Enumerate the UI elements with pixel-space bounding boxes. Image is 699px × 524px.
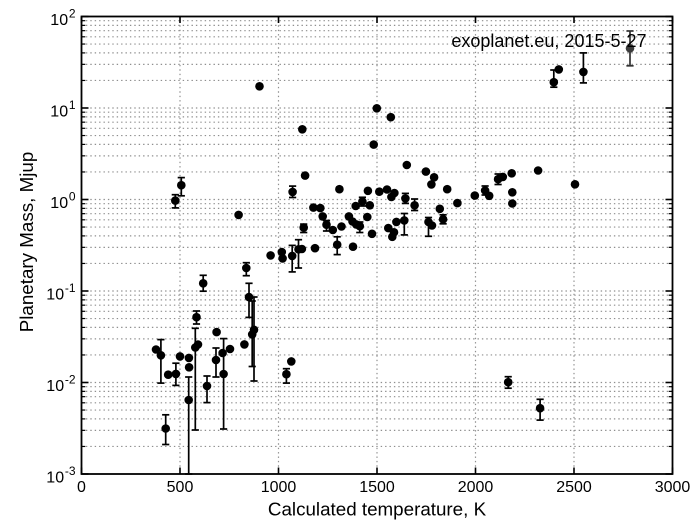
svg-text:10: 10 xyxy=(46,286,64,303)
svg-text:2000: 2000 xyxy=(458,479,494,496)
svg-text:2: 2 xyxy=(69,7,76,21)
svg-text:-1: -1 xyxy=(65,281,76,295)
svg-text:10: 10 xyxy=(50,195,68,212)
svg-text:1: 1 xyxy=(69,98,76,112)
svg-text:-3: -3 xyxy=(65,464,76,478)
svg-text:10: 10 xyxy=(50,12,68,29)
svg-text:Calculated temperature, K: Calculated temperature, K xyxy=(268,498,487,519)
svg-text:exoplanet.eu, 2015-5-27: exoplanet.eu, 2015-5-27 xyxy=(451,31,646,51)
svg-text:0: 0 xyxy=(69,190,76,204)
svg-text:0: 0 xyxy=(77,479,86,496)
svg-text:-2: -2 xyxy=(65,373,76,387)
svg-text:10: 10 xyxy=(46,469,64,486)
svg-text:10: 10 xyxy=(50,103,68,120)
svg-text:3000: 3000 xyxy=(655,479,691,496)
svg-text:1500: 1500 xyxy=(359,479,395,496)
svg-text:2500: 2500 xyxy=(556,479,592,496)
svg-text:1000: 1000 xyxy=(261,479,297,496)
svg-text:Planetary Mass, Mjup: Planetary Mass, Mjup xyxy=(16,152,37,333)
svg-text:500: 500 xyxy=(167,479,194,496)
svg-text:10: 10 xyxy=(46,378,64,395)
